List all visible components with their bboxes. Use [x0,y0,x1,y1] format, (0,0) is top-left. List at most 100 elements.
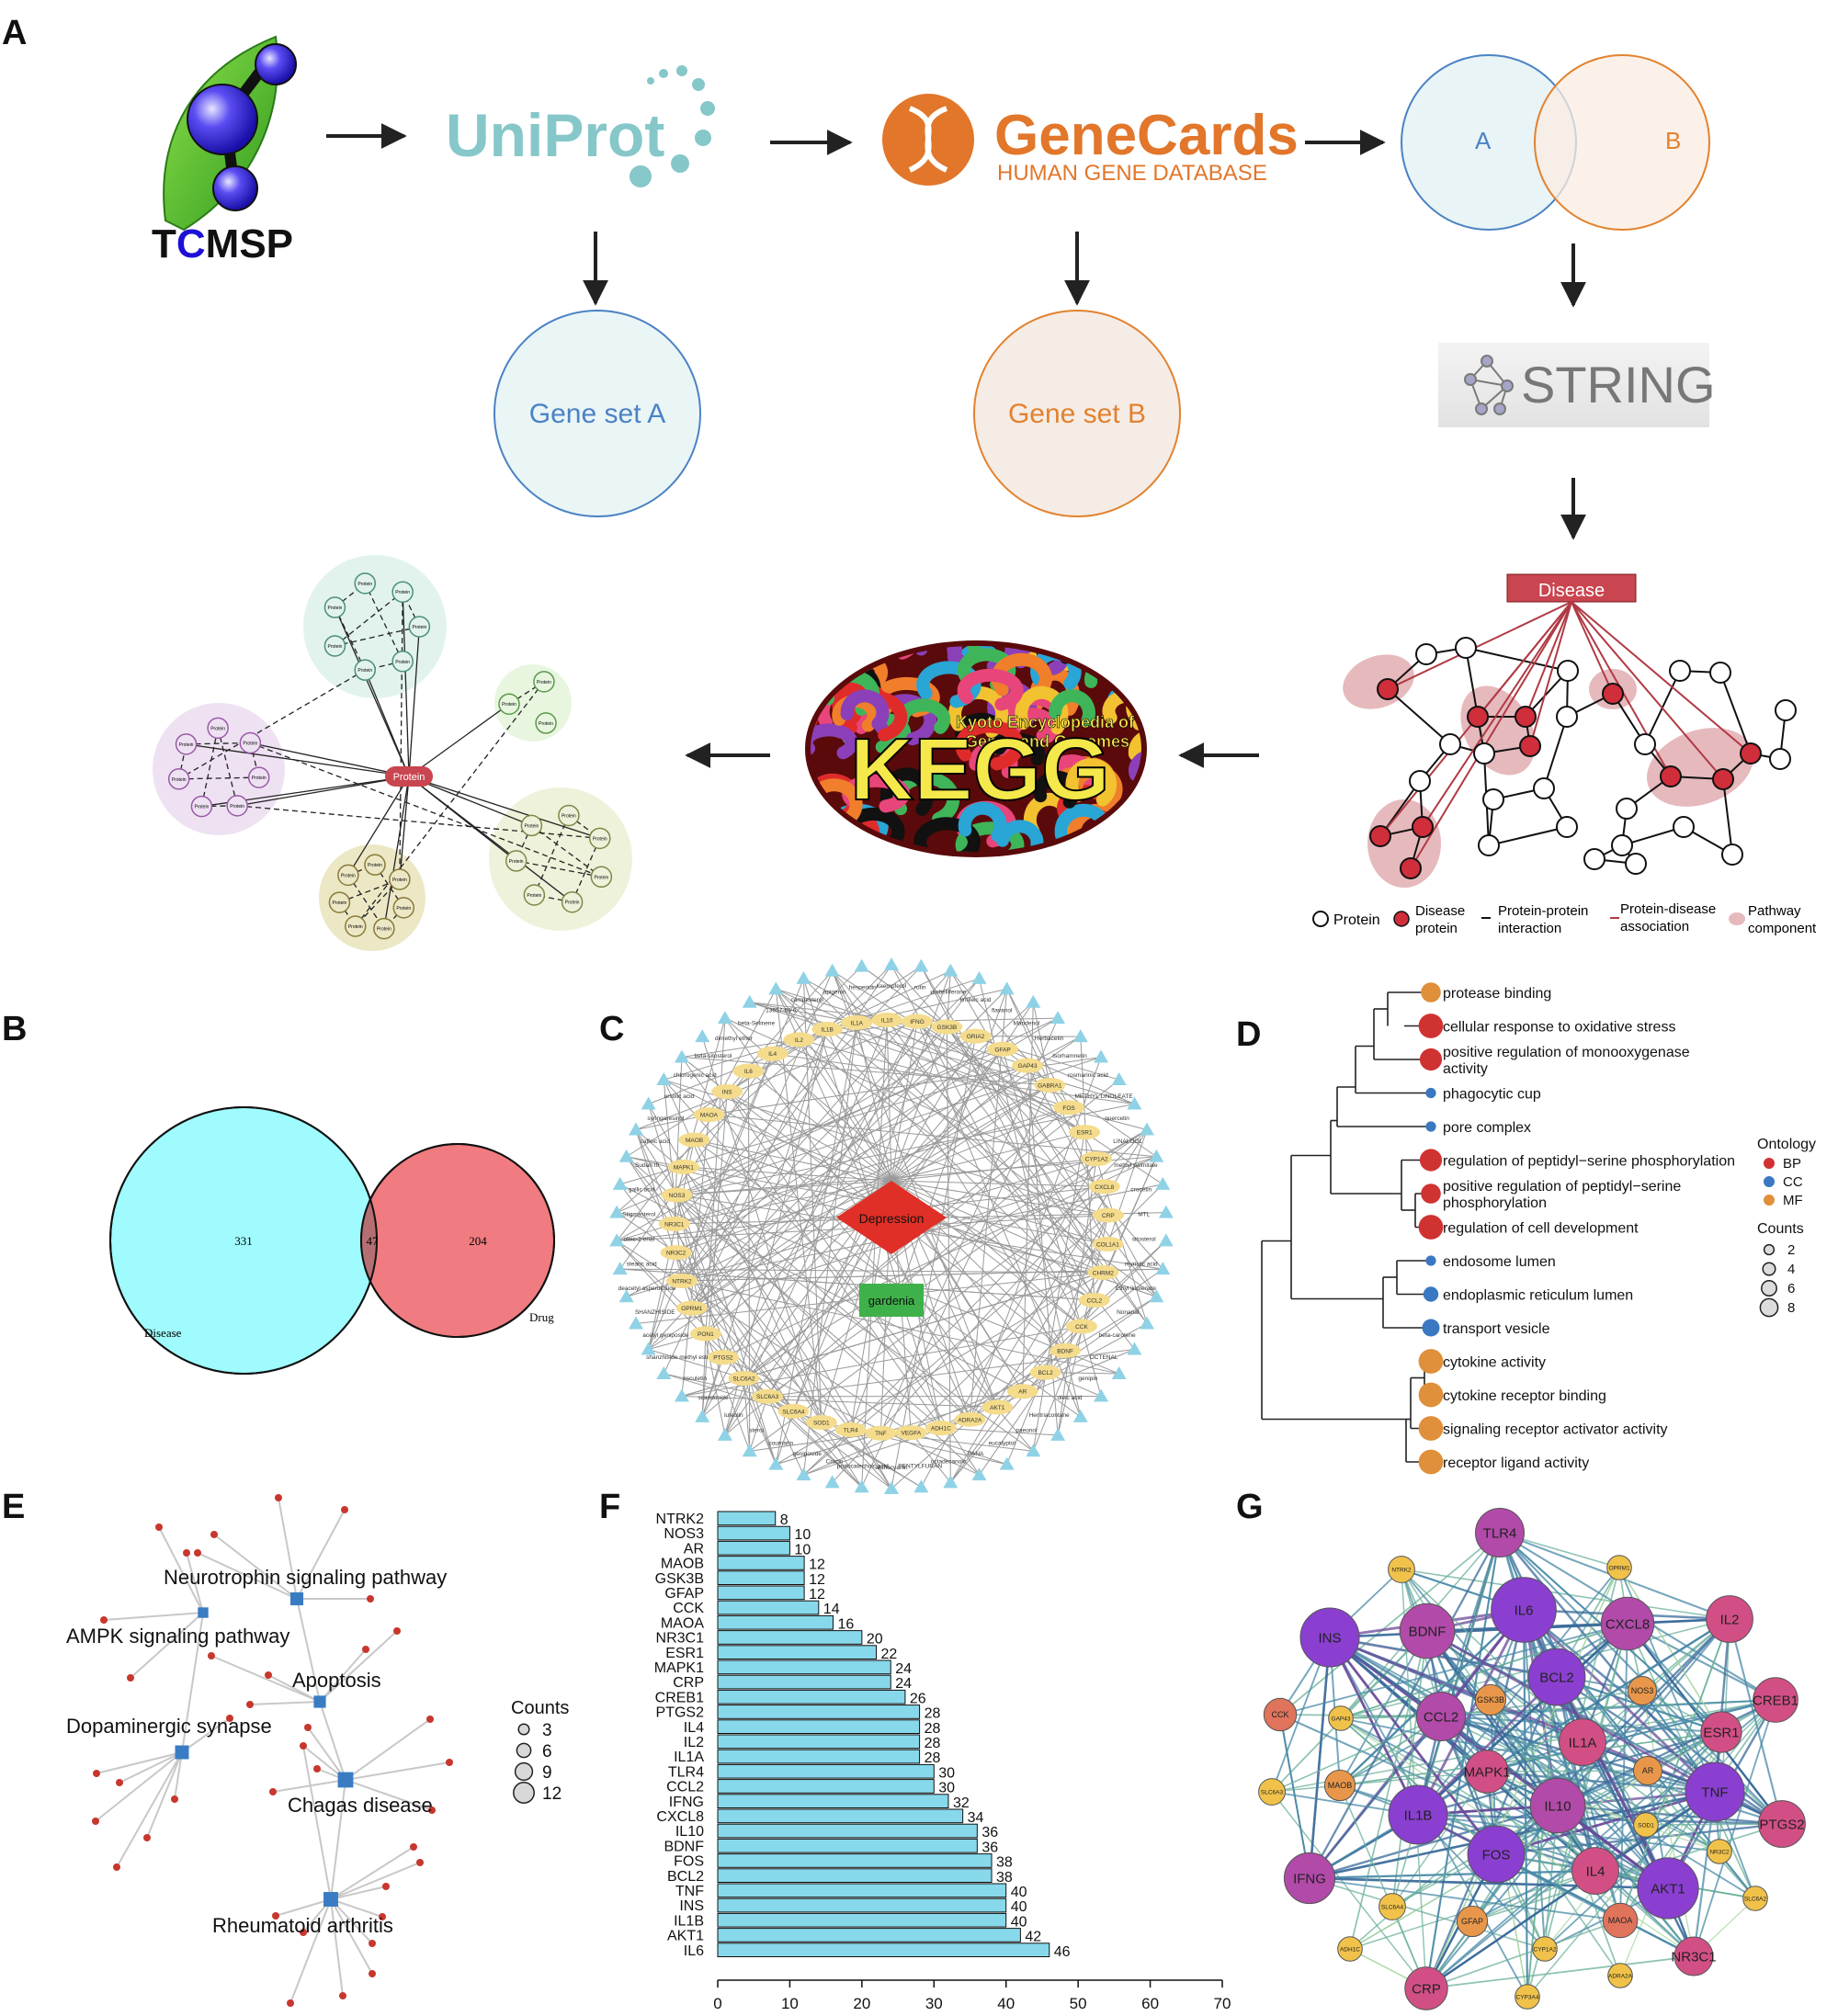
protein-node-label: Protein [527,893,541,899]
network-edge [826,1028,892,1182]
compound-label: hesperidin [849,985,877,991]
ppi-node [1633,1756,1662,1785]
network-edge [743,1129,1148,1379]
compound-label: dimethyl ether [715,1036,754,1042]
venn-left-label: Disease [144,1326,182,1340]
target-node [666,1273,698,1288]
target-node [841,1014,873,1030]
bar [717,1883,1007,1898]
pathway-edge [181,1612,204,1753]
pathway-edge [307,1727,346,1781]
panel-letter-a: A [2,14,27,52]
protein-node-label: Protein [392,878,407,883]
kegg-line1: Kyoto Encyclopedia of [956,713,1135,731]
protein-node [167,768,190,790]
ppi-edge [1425,1630,1560,1806]
network-edge [832,970,1066,1352]
compound-node [796,1467,811,1481]
ontology-legend-dot [1764,1158,1775,1169]
pathway-edge [330,1886,387,1900]
network-edge [724,1017,1105,1187]
ppi-node [1532,1936,1558,1962]
network-edge [767,1349,1135,1398]
ppi-node-label: CRP [1412,1981,1441,1997]
ppi-node [1753,1677,1798,1723]
compound-node [609,1233,625,1247]
network-edge [1080,1036,1095,1300]
bar [717,1868,993,1884]
target-label: CHRM2 [1093,1270,1114,1276]
protein-node [239,731,262,754]
network-edge [970,1240,1167,1421]
ppi-node-label: MAPK1 [1464,1764,1511,1780]
genecards-subtitle: HUMAN GENE DATABASE [997,161,1267,186]
ppi-edge [1417,1730,1722,1817]
venn-label-b: B [1665,127,1681,154]
network-edge [946,1026,951,1483]
legend-disease-protein-1: Disease [1415,903,1465,919]
protein-node [1616,798,1638,820]
network-edge [724,1019,888,1436]
pathway-edge [345,1761,450,1781]
gene-node [382,1883,390,1890]
kegg-pattern [948,685,1009,739]
pathway-node [323,1892,338,1907]
compound-node [1094,1388,1109,1402]
ppi-node-label: MAOB [1328,1781,1353,1790]
gene-node [183,1549,190,1557]
cluster-edge [178,776,259,780]
target-label: IL2 [795,1037,803,1044]
counts-legend-label: 3 [542,1721,552,1740]
bar [717,1779,935,1794]
bar [717,1659,891,1675]
compound-label: caffeic acid [641,1138,671,1145]
target-node [783,1032,815,1048]
compound-label: MTL [1138,1211,1150,1218]
protein-node-label: Protein [328,644,343,650]
compound-node [824,963,840,977]
gene-node [269,1788,277,1795]
genecards-title: GeneCards [994,104,1299,167]
ppi-node-label: AKT1 [1651,1881,1685,1897]
bar [717,1823,978,1839]
ontology-legend-label: MF [1783,1193,1803,1208]
ppi-edge [1309,1716,1442,1879]
gene-node [194,1549,201,1557]
bar-category-label: MAPK1 [654,1660,704,1676]
network-edge [802,1022,857,1476]
network-edge [826,964,892,1030]
network-edge [1032,1002,1050,1086]
compound-label: umbelliferone [930,990,966,996]
network-edge [891,1106,1070,1182]
target-label: SLC6A3 [756,1394,779,1400]
network-edge [772,1053,892,1182]
pathway-edge [319,1701,346,1781]
disease-protein-node [1412,816,1434,838]
venn-overlap-count: 47 [367,1234,380,1248]
panel-letter-f: F [599,1488,620,1526]
molecule-sphere [212,165,258,211]
ppi-edge [1627,1623,1776,1701]
legend-pathway-icon [1729,912,1745,925]
compound-label: OCTENAL [1090,1354,1118,1361]
network-edge [891,1158,1097,1182]
network-edge [1022,1323,1148,1392]
target-node [689,1326,721,1342]
network-edge [681,1056,1050,1086]
ppi-edge [1271,1699,1776,1793]
x-tick-label: 20 [853,1995,870,2012]
legend-path-2: component [1748,921,1817,936]
ppi-edge [1523,1609,1528,1998]
network-edge [675,1252,892,1489]
protein-node-label: Protein [412,625,426,630]
protein-node [520,814,543,837]
target-node [1066,1319,1098,1334]
network-edge [726,1091,892,1182]
pathway-node [175,1745,189,1760]
bar-value-label: 26 [910,1691,926,1706]
gardenia-label: gardenia [868,1294,915,1308]
bar-value-label: 24 [895,1676,912,1692]
gene-node [300,1929,307,1936]
protein-node [1709,662,1731,684]
bar-value-label: 16 [837,1616,854,1632]
